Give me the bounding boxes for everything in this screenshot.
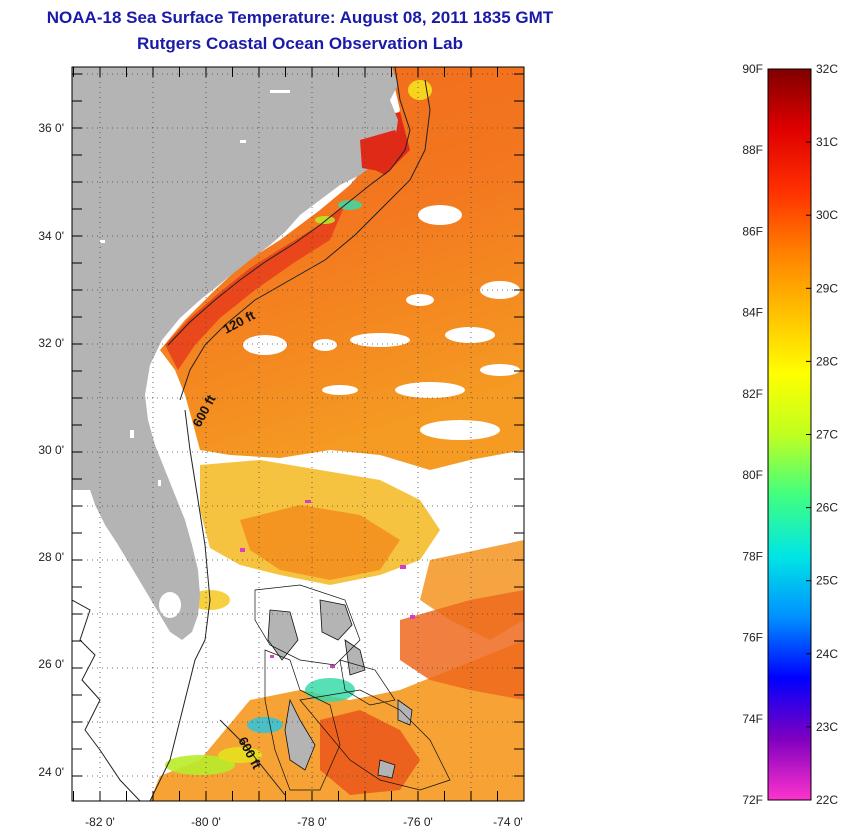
land-us-coast <box>72 67 398 640</box>
bahamas-bank-outlines <box>254 584 451 791</box>
latitude-label: 30 0' <box>38 443 64 457</box>
contour-600ft <box>179 79 431 401</box>
longitude-label: -76 0' <box>403 815 433 829</box>
sst-warm-region <box>160 67 524 470</box>
colorbar-c-label: 30C <box>816 208 838 222</box>
map-grid <box>72 67 525 801</box>
map-ticks <box>72 67 525 801</box>
page-title: NOAA-18 Sea Surface Temperature: August … <box>46 8 554 27</box>
contour-keys-600 <box>219 719 286 796</box>
latitude-label: 34 0' <box>38 229 64 243</box>
pamlico-sound <box>360 130 405 172</box>
longitude-label: -78 0' <box>297 815 327 829</box>
colorbar-c-label: 28C <box>816 354 838 368</box>
latitude-label: 36 0' <box>38 121 64 135</box>
page-subtitle: Rutgers Coastal Ocean Observation Lab <box>137 34 463 53</box>
colorbar-f-label: 82F <box>742 387 763 401</box>
longitude-label: -82 0' <box>85 815 115 829</box>
sst-map: 120 ft 600 ft 600 ft -82 0' -80 0' -78 0' -… <box>38 66 525 829</box>
contour-gulf-shelf <box>72 599 141 801</box>
colorbar-f-label: 72F <box>742 793 763 807</box>
sst-south-hot <box>320 710 420 795</box>
sst-orange-central <box>240 505 400 580</box>
lake-okeechobee <box>159 592 181 618</box>
colorbar-f-label: 74F <box>742 712 763 726</box>
colorbar-f-label: 90F <box>742 62 763 76</box>
colorbar-f-label: 78F <box>742 549 763 563</box>
latitude-label: 32 0' <box>38 336 64 350</box>
longitude-label: -80 0' <box>191 815 221 829</box>
latitude-label: 28 0' <box>38 550 64 564</box>
gulf-water <box>72 490 182 801</box>
contour-120ft <box>167 67 411 346</box>
latitude-label: 26 0' <box>38 657 64 671</box>
sst-east-south-hot <box>400 590 524 700</box>
colorbar-c-label: 32C <box>816 62 838 76</box>
map-frame <box>71 66 525 802</box>
map-canvas: 120 ft 600 ft 600 ft <box>72 67 524 801</box>
colorbar-c-label: 25C <box>816 574 838 588</box>
colorbar-fahrenheit-labels: 90F 88F 86F 84F 82F 80F 78F 76F 74F 72F <box>742 62 763 807</box>
colorbar-f-label: 76F <box>742 631 763 645</box>
cloud-patches <box>243 205 520 440</box>
latitude-label: 24 0' <box>38 765 64 779</box>
map-axis-labels: -82 0' -80 0' -78 0' -76 0' -74 0' 36 0' 34 0'… <box>38 121 522 829</box>
colorbar-c-label: 31C <box>816 135 838 149</box>
contour-florida-shelf <box>149 409 211 801</box>
sst-speck-pixels <box>240 500 415 668</box>
colorbar-c-label: 22C <box>816 793 838 807</box>
colorbar-celsius-labels: 32C 31C 30C 29C 28C 27C 26C 25C 24C 23C 22C <box>806 62 838 807</box>
longitude-label: -74 0' <box>493 815 523 829</box>
colorbar-c-label: 24C <box>816 647 838 661</box>
colorbar-c-label: 26C <box>816 501 838 515</box>
colorbar-f-label: 86F <box>742 224 763 238</box>
colorbar-c-label: 29C <box>816 281 838 295</box>
colorbar-gradient <box>767 68 812 801</box>
inland-lakes <box>100 90 290 486</box>
colorbar-f-label: 88F <box>742 143 763 157</box>
colorbar-f-label: 80F <box>742 468 763 482</box>
sst-hot-coastal <box>165 205 345 370</box>
bahamas-islands <box>267 599 413 779</box>
colorbar-c-label: 27C <box>816 428 838 442</box>
colorbar-f-label: 84F <box>742 306 763 320</box>
colorbar-c-label: 23C <box>816 720 838 734</box>
